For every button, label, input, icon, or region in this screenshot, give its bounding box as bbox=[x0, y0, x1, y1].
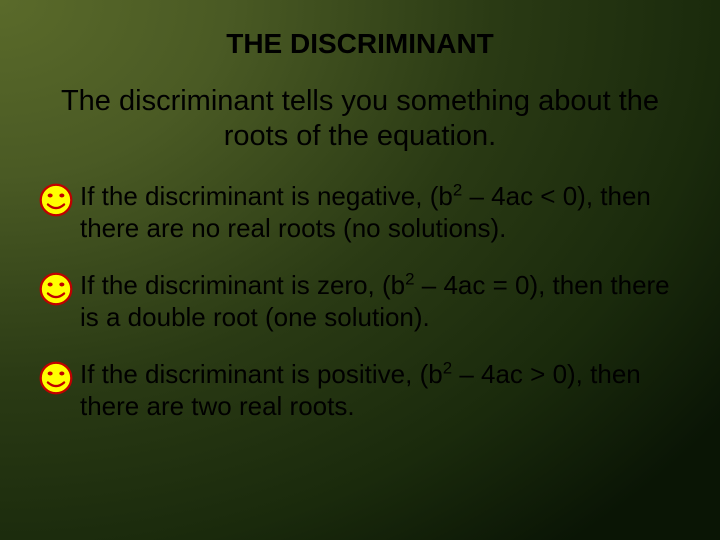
smiley-icon bbox=[38, 182, 74, 218]
bullet-text: If the discriminant is zero, (b2 – 4ac =… bbox=[80, 269, 690, 334]
bullet-item: If the discriminant is negative, (b2 – 4… bbox=[30, 180, 690, 245]
bullet-prefix: If the discriminant is negative, (b bbox=[80, 181, 453, 211]
bullet-item: If the discriminant is zero, (b2 – 4ac =… bbox=[30, 269, 690, 334]
bullet-item: If the discriminant is positive, (b2 – 4… bbox=[30, 358, 690, 423]
bullet-text: If the discriminant is positive, (b2 – 4… bbox=[80, 358, 690, 423]
bullet-superscript: 2 bbox=[443, 358, 452, 377]
slide-intro: The discriminant tells you something abo… bbox=[30, 84, 690, 154]
slide-title: THE DISCRIMINANT bbox=[30, 28, 690, 60]
slide-container: THE DISCRIMINANT The discriminant tells … bbox=[0, 0, 720, 467]
bullet-prefix: If the discriminant is zero, (b bbox=[80, 270, 405, 300]
bullet-superscript: 2 bbox=[453, 180, 462, 199]
smiley-icon bbox=[38, 360, 74, 396]
bullet-prefix: If the discriminant is positive, (b bbox=[80, 359, 443, 389]
bullet-superscript: 2 bbox=[405, 269, 414, 288]
smiley-icon bbox=[38, 271, 74, 307]
bullet-text: If the discriminant is negative, (b2 – 4… bbox=[80, 180, 690, 245]
